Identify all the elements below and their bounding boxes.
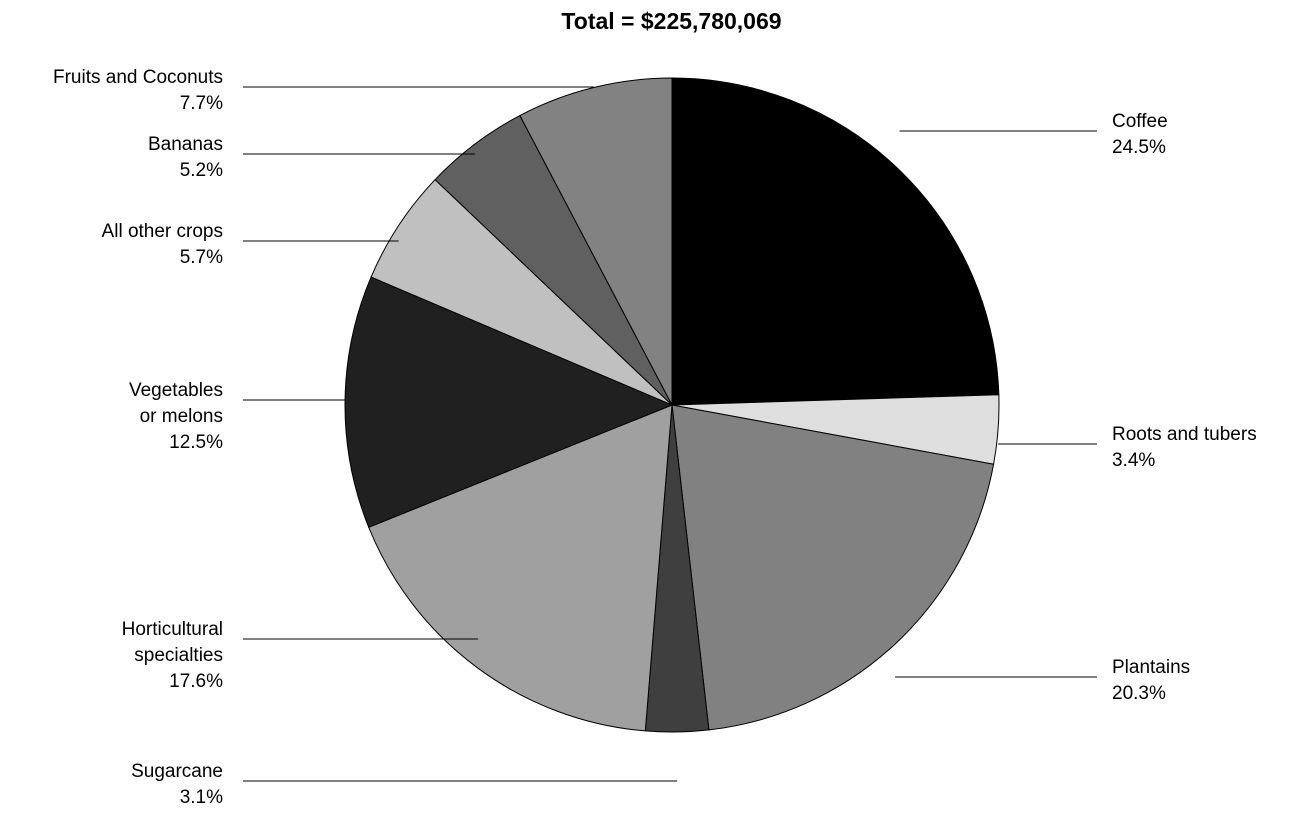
slice-percent-all-other-crops: 5.7% — [180, 247, 223, 268]
chart-title: Total = $225,780,069 — [561, 8, 782, 34]
slice-label-roots-and-tubers: Roots and tubers 3.4% — [1112, 424, 1257, 471]
pie-slice-fruits-and-coconuts — [519, 77, 673, 406]
slice-name-roots-and-tubers: Roots and tubers — [1112, 424, 1257, 445]
slice-percent-vegetables-or-melons: 12.5% — [169, 432, 223, 453]
slice-label-fruits-and-coconuts: Fruits and Coconuts 7.7% — [53, 67, 223, 114]
slice-name-vegetables-or-melons: or melons — [140, 406, 223, 427]
slice-name-fruits-and-coconuts: Fruits and Coconuts — [53, 67, 223, 88]
slice-name-plantains: Plantains — [1112, 657, 1190, 678]
slice-percent-coffee: 24.5% — [1112, 137, 1166, 158]
slice-label-bananas: Bananas 5.2% — [148, 134, 223, 181]
slice-percent-fruits-and-coconuts: 7.7% — [180, 93, 223, 114]
slice-label-vegetables-or-melons: Vegetables or melons 12.5% — [129, 380, 223, 453]
slice-label-horticultural-specialties: Horticultural specialties 17.6% — [122, 619, 223, 692]
slice-percent-sugarcane: 3.1% — [180, 787, 223, 808]
slice-name-all-other-crops: All other crops — [102, 221, 223, 242]
slice-label-plantains: Plantains 20.3% — [1112, 657, 1190, 704]
slice-name-bananas: Bananas — [148, 134, 223, 155]
slice-percent-roots-and-tubers: 3.4% — [1112, 450, 1155, 471]
pie-slice-coffee — [671, 77, 1000, 406]
slice-name-horticultural-specialties: specialties — [134, 645, 223, 666]
pie-slice-horticultural-specialties — [368, 404, 673, 732]
slice-name-horticultural-specialties: Horticultural — [122, 619, 223, 640]
slice-label-all-other-crops: All other crops 5.7% — [102, 221, 224, 268]
slice-percent-plantains: 20.3% — [1112, 683, 1166, 704]
slice-label-sugarcane: Sugarcane 3.1% — [131, 761, 223, 808]
slice-percent-bananas: 5.2% — [180, 160, 223, 181]
slice-name-sugarcane: Sugarcane — [131, 761, 223, 782]
slice-name-vegetables-or-melons: Vegetables — [129, 380, 223, 401]
pie-slice-vegetables-or-melons — [344, 276, 674, 528]
slice-percent-horticultural-specialties: 17.6% — [169, 671, 223, 692]
slice-name-coffee: Coffee — [1112, 111, 1168, 132]
pie-slice-plantains — [671, 404, 995, 731]
slice-label-coffee: Coffee 24.5% — [1112, 111, 1168, 158]
